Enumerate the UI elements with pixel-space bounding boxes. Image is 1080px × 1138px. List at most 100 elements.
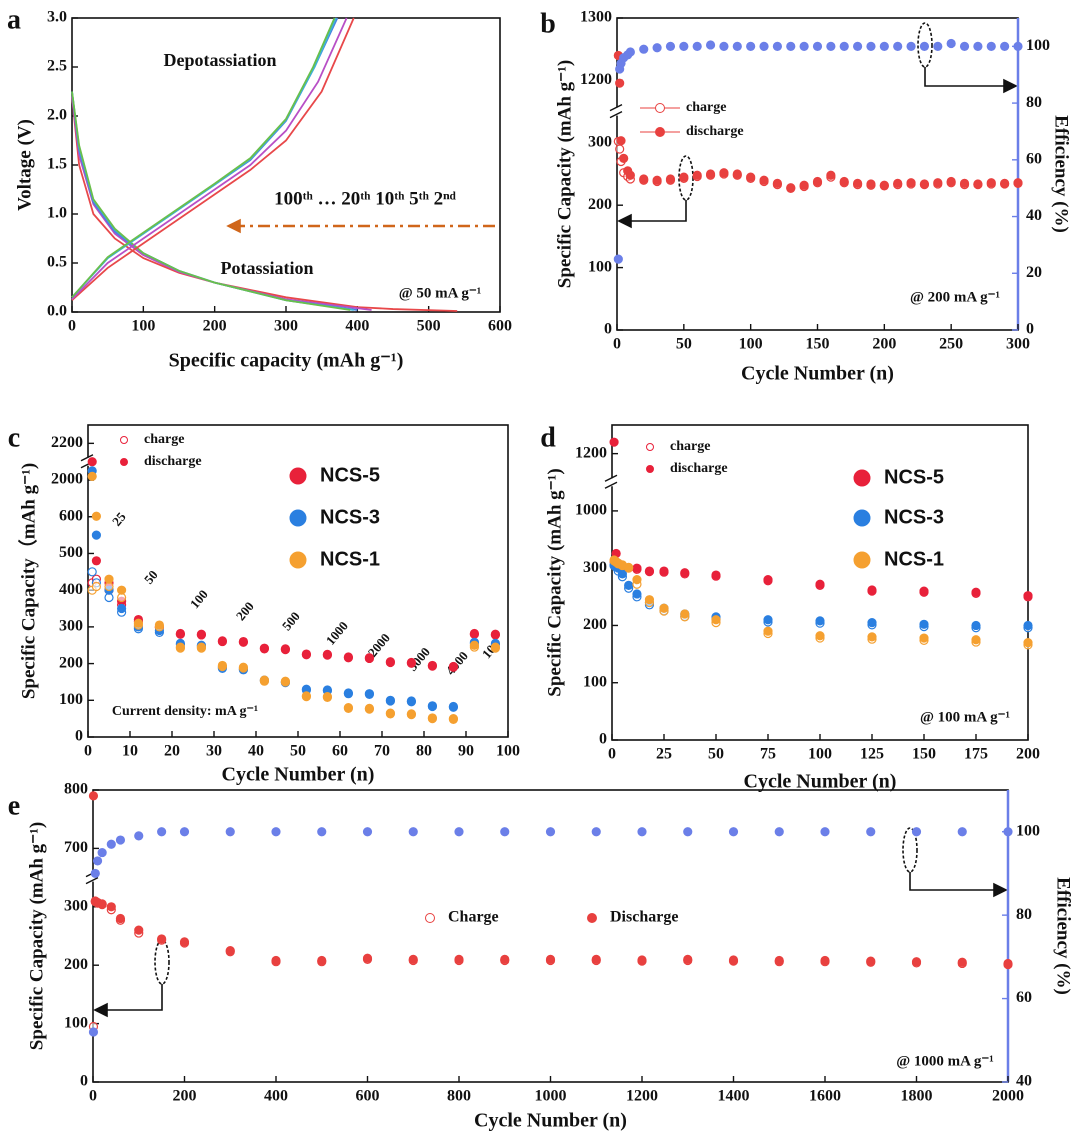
filled-marker [454,954,464,964]
filled-marker [225,827,235,837]
filled-marker [196,629,206,639]
filled-marker [893,178,903,188]
annotation: @ 1000 mA g⁻¹ [896,1053,994,1069]
x-axis-title: Cycle Number (n) [474,1110,627,1132]
x-tick-label: 500 [417,318,441,335]
filled-marker [711,570,721,580]
y-axis-title: Specific Capacity (mAh g⁻¹) [554,60,575,288]
x-tick-label: 100 [496,743,520,760]
filled-marker [957,827,967,837]
y2-tick-label: 100 [1026,37,1050,54]
filled-marker [343,703,353,713]
filled-marker [175,642,185,652]
filled-marker [679,172,689,182]
plot-frame [616,17,1019,331]
filled-marker [946,176,956,187]
legend-marker [655,103,665,113]
x-tick-label: 50 [676,336,692,353]
annotation: 1000 [323,618,351,648]
filled-marker [175,628,185,639]
filled-marker [454,827,464,837]
filled-marker [866,179,876,189]
x-tick-label: 1400 [718,1088,750,1105]
filled-marker [644,595,655,605]
filled-marker [867,632,877,642]
x-tick-label: 100 [131,318,155,335]
x-tick-label: 100 [739,336,763,353]
filled-marker [408,954,418,964]
axis-break [604,474,618,489]
filled-marker [763,626,773,636]
filled-marker [88,1027,99,1037]
filled-marker [406,657,416,668]
filled-marker [427,713,437,723]
filled-marker [280,676,290,686]
y-tick-label: 0.5 [47,254,67,271]
x-tick-label: 100 [808,746,832,763]
filled-marker [919,633,929,643]
x-tick-label: 75 [760,746,776,763]
y-tick-label: 300 [59,618,83,635]
x-tick-label: 400 [264,1088,288,1105]
y2-tick-label: 100 [1016,822,1040,839]
filled-marker [469,640,479,650]
filled-marker [408,827,418,837]
x-tick-label: 50 [708,746,724,763]
y-tick-label: 2.0 [47,107,67,124]
arrow-head [93,1002,108,1018]
filled-marker [772,41,783,51]
y2-tick-label: 0 [1026,321,1034,338]
annotation: Potassiation [220,258,313,278]
filled-marker [632,589,642,599]
legend-label: NCS-1 [320,548,380,570]
filled-marker [1000,178,1010,188]
axis-break [609,103,623,119]
filled-marker [91,530,102,540]
y-tick-label: 1200 [580,71,612,88]
guide-ellipse [154,939,170,985]
filled-marker [919,179,930,189]
filled-marker [692,41,702,51]
x-tick-label: 600 [356,1088,380,1105]
filled-marker [820,955,830,966]
filled-marker [705,169,716,179]
annotation: Current density: mA g⁻¹ [112,704,258,719]
filled-marker [946,38,956,49]
filled-marker [799,41,809,51]
annotation: @ 100 mA g⁻¹ [920,709,1010,725]
filled-marker [301,649,311,659]
filled-marker [115,913,126,924]
filled-marker [490,642,500,652]
filled-marker [1023,620,1033,631]
x-tick-label: 0 [68,318,76,335]
filled-marker [157,827,167,837]
filled-marker [973,179,983,189]
y-tick-label: 2000 [51,471,83,488]
y-tick-label: 800 [64,781,88,798]
y2-tick-label: 80 [1016,906,1032,923]
y-tick-label: 1.5 [47,156,67,173]
x-tick-label: 1800 [901,1088,933,1105]
y-tick-label: 1.0 [47,205,67,222]
y-tick-label: 0 [599,731,607,748]
filled-marker [711,615,721,625]
y-tick-label: 2.5 [47,58,67,75]
y-tick-label: 300 [588,133,612,150]
legend-marker [853,509,871,527]
filled-marker [971,620,981,631]
filled-marker [879,41,889,51]
filled-marker [427,660,437,671]
filled-marker [652,175,662,185]
filled-marker [933,178,943,188]
open-marker [91,581,102,592]
panel-label: d [540,422,556,453]
filled-marker [238,636,248,647]
guide-arrow [909,872,1000,891]
x-tick-label: 1600 [809,1088,841,1105]
x-tick-label: 0 [608,746,616,763]
axis-break-gap [613,107,621,116]
filled-marker [679,41,689,51]
annotation: 200 [233,599,257,624]
filled-marker [364,703,374,713]
filled-marker [820,827,830,837]
